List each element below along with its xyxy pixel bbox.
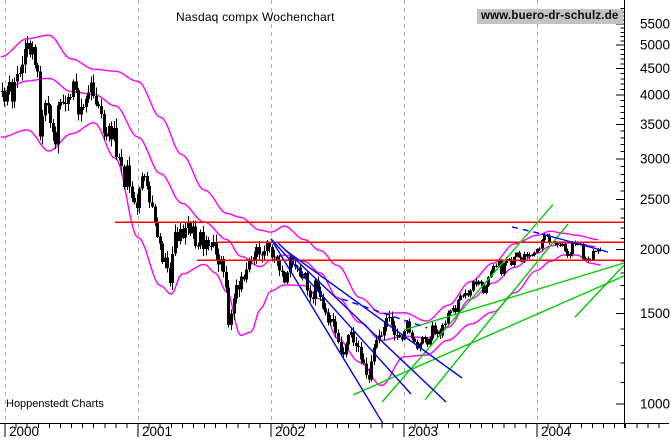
y-tick-label: 3000 — [640, 152, 670, 167]
candlestick-series — [1, 36, 602, 384]
y-tick-label: 1000 — [640, 396, 670, 411]
blue-trendline — [270, 238, 412, 395]
trendlines — [270, 204, 625, 424]
green-trendline — [381, 204, 554, 403]
y-tick-label: 4000 — [640, 87, 670, 102]
green-trendline — [574, 264, 625, 318]
blue-trendline — [511, 226, 543, 235]
blue-trendline — [270, 238, 384, 424]
x-tick-label: 2004 — [541, 424, 572, 439]
x-tick-label: 2000 — [9, 424, 39, 439]
green-trendline — [352, 275, 625, 396]
blue-trendline — [341, 298, 428, 329]
y-tick-label: 2500 — [640, 192, 670, 207]
bollinger-middle-line — [0, 77, 596, 342]
blue-trendline — [277, 242, 447, 403]
x-tick-label: 2003 — [408, 424, 438, 439]
watermark-label: www.buero-dr-schulz.de — [477, 9, 623, 24]
y-tick-label: 5500 — [640, 17, 670, 32]
chart-title: Nasdaq compx Wochenchart — [176, 10, 335, 24]
bollinger-upper-line — [0, 34, 599, 322]
blue-trendline — [541, 233, 609, 253]
y-tick-label: 5000 — [640, 38, 670, 53]
x-axis-labels: 2000 2001 2002 2003 2004 — [9, 424, 572, 439]
green-trendline — [424, 223, 569, 401]
year-gridlines — [5, 0, 538, 423]
green-trendline — [403, 262, 625, 331]
blue-trendline — [284, 249, 463, 379]
support-resistance-lines — [115, 221, 624, 261]
x-tick-label: 2001 — [142, 424, 172, 439]
y-tick-label: 3500 — [640, 117, 670, 132]
x-tick-label: 2002 — [275, 424, 305, 439]
y-tick-label: 1500 — [640, 306, 670, 321]
credit-label: Hoppenstedt Charts — [6, 398, 104, 410]
y-tick-label: 2000 — [640, 242, 670, 257]
y-tick-label: 4500 — [640, 61, 670, 76]
y-axis-labels: 1000 1500 2000 2500 3000 3500 4000 4500 5000 5500 — [640, 17, 670, 412]
